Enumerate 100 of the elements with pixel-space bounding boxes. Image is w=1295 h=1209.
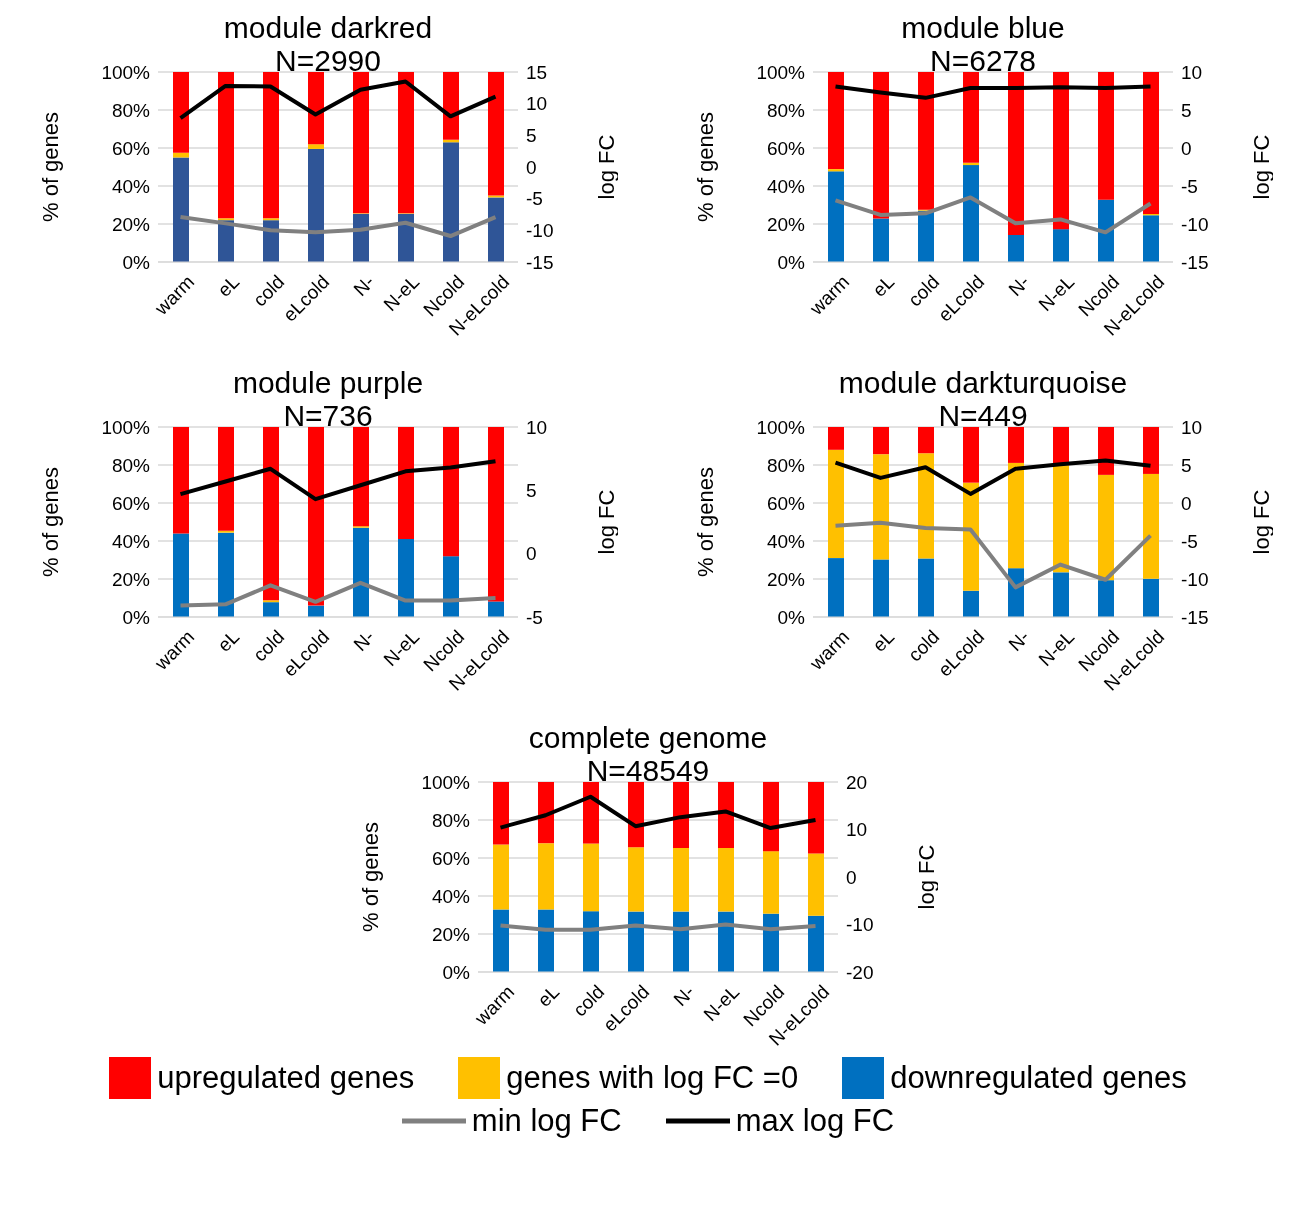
x-tick-label: N-eL	[379, 626, 424, 671]
x-tick-label: cold	[903, 271, 944, 311]
x-tick-label: N-	[1004, 271, 1034, 301]
y2-tick-label: -10	[846, 914, 874, 936]
y2-tick-label: -15	[1181, 251, 1209, 273]
y-tick-label: 60%	[766, 137, 806, 159]
y-axis-title: % of genes	[357, 821, 383, 933]
y2-tick-label: -5	[1181, 175, 1198, 197]
chart-title: module darkturquoise	[838, 365, 1128, 401]
y2-tick-label: -15	[526, 251, 554, 273]
y2-tick-label: 10	[1181, 61, 1203, 83]
y-tick-label: 20%	[431, 923, 471, 945]
y2-tick-label: 0	[1181, 137, 1192, 159]
y-tick-label: 60%	[766, 492, 806, 514]
y-tick-label: 80%	[111, 99, 151, 121]
x-tick-label: N-eL	[1034, 271, 1079, 316]
chart-title: module purple	[232, 365, 424, 401]
y2-tick-label: -20	[846, 961, 874, 983]
y-tick-label: 60%	[431, 847, 471, 869]
x-tick-label: N-	[349, 626, 379, 656]
legend-label: upregulated genes	[157, 1060, 415, 1096]
y2-axis-title: log FC	[1248, 134, 1274, 200]
y-tick-label: 0%	[122, 251, 151, 273]
x-tick-label: eL	[213, 626, 244, 656]
chart-title: complete genome	[528, 720, 768, 756]
chart-subtitle: N=48549	[586, 754, 710, 787]
y2-axis-title: log FC	[593, 134, 619, 200]
y-tick-label: 40%	[431, 885, 471, 907]
y2-tick-label: -5	[526, 188, 543, 210]
chart-subtitle: N=2990	[275, 44, 381, 77]
chart-subtitle: N=736	[283, 399, 373, 432]
chart-title: module blue	[901, 10, 1065, 46]
y-tick-label: 100%	[756, 61, 806, 83]
y-tick-label: 40%	[111, 530, 151, 552]
x-tick-label: eL	[868, 271, 899, 301]
y2-axis-title: log FC	[593, 489, 619, 555]
y2-tick-label: 0	[846, 866, 857, 888]
y-tick-label: 40%	[766, 175, 806, 197]
y-tick-label: 0%	[777, 251, 806, 273]
legend-label: max log FC	[735, 1103, 895, 1139]
y2-tick-label: 5	[526, 480, 537, 502]
legend-label: genes with log FC =0	[506, 1060, 799, 1096]
y-tick-label: 80%	[431, 809, 471, 831]
x-tick-label: N-eL	[1034, 626, 1079, 671]
y2-tick-label: 5	[1181, 454, 1192, 476]
y2-axis-title: log FC	[913, 844, 939, 910]
y-tick-label: 0%	[442, 961, 471, 983]
y-tick-label: 100%	[101, 416, 151, 438]
x-tick-label: N-	[1004, 626, 1034, 656]
y-tick-label: 80%	[766, 454, 806, 476]
y-tick-label: 0%	[777, 606, 806, 628]
y-tick-label: 20%	[766, 568, 806, 590]
y-tick-label: 100%	[101, 61, 151, 83]
y-axis-title: % of genes	[692, 466, 718, 578]
x-tick-label: eL	[533, 981, 564, 1011]
y-tick-label: 60%	[111, 492, 151, 514]
y2-axis-title: log FC	[1248, 489, 1274, 555]
y2-tick-label: -15	[1181, 606, 1209, 628]
y-axis-title: % of genes	[37, 111, 63, 223]
y-tick-label: 40%	[766, 530, 806, 552]
y-axis-title: % of genes	[692, 111, 718, 223]
x-tick-label: N-	[669, 981, 699, 1011]
x-tick-label: eL	[868, 626, 899, 656]
x-tick-label: cold	[248, 626, 289, 666]
y-tick-label: 20%	[111, 568, 151, 590]
y2-tick-label: 20	[846, 771, 868, 793]
x-tick-label: cold	[568, 981, 609, 1021]
x-tick-label: N-eL	[699, 981, 744, 1026]
x-tick-label: eL	[213, 271, 244, 301]
chart-title: module darkred	[223, 10, 433, 46]
y-axis-title: % of genes	[37, 466, 63, 578]
legend-label: min log FC	[471, 1103, 622, 1139]
y2-tick-label: -10	[526, 220, 554, 242]
y2-tick-label: 10	[846, 819, 868, 841]
y2-tick-label: -10	[1181, 213, 1209, 235]
y-tick-label: 80%	[766, 99, 806, 121]
chart-subtitle: N=6278	[930, 44, 1036, 77]
x-tick-label: N-	[349, 271, 379, 301]
legend-label: downregulated genes	[890, 1060, 1187, 1096]
y-tick-label: 40%	[111, 175, 151, 197]
y2-tick-label: 10	[526, 93, 548, 115]
y2-tick-label: 15	[526, 61, 548, 83]
y2-tick-label: 5	[1181, 99, 1192, 121]
chart-subtitle: N=449	[938, 399, 1028, 432]
y2-tick-label: 10	[1181, 416, 1203, 438]
y-tick-label: 100%	[756, 416, 806, 438]
y-tick-label: 20%	[766, 213, 806, 235]
y2-tick-label: 0	[526, 156, 537, 178]
y2-tick-label: -5	[1181, 530, 1198, 552]
x-tick-label: cold	[903, 626, 944, 666]
x-tick-label: cold	[248, 271, 289, 311]
y2-tick-label: 0	[1181, 492, 1192, 514]
y-tick-label: 60%	[111, 137, 151, 159]
y-tick-label: 20%	[111, 213, 151, 235]
y2-tick-label: -10	[1181, 568, 1209, 590]
x-tick-label: N-eL	[379, 271, 424, 316]
y-tick-label: 80%	[111, 454, 151, 476]
y2-tick-label: -5	[526, 606, 543, 628]
y2-tick-label: 5	[526, 125, 537, 147]
y-tick-label: 0%	[122, 606, 151, 628]
